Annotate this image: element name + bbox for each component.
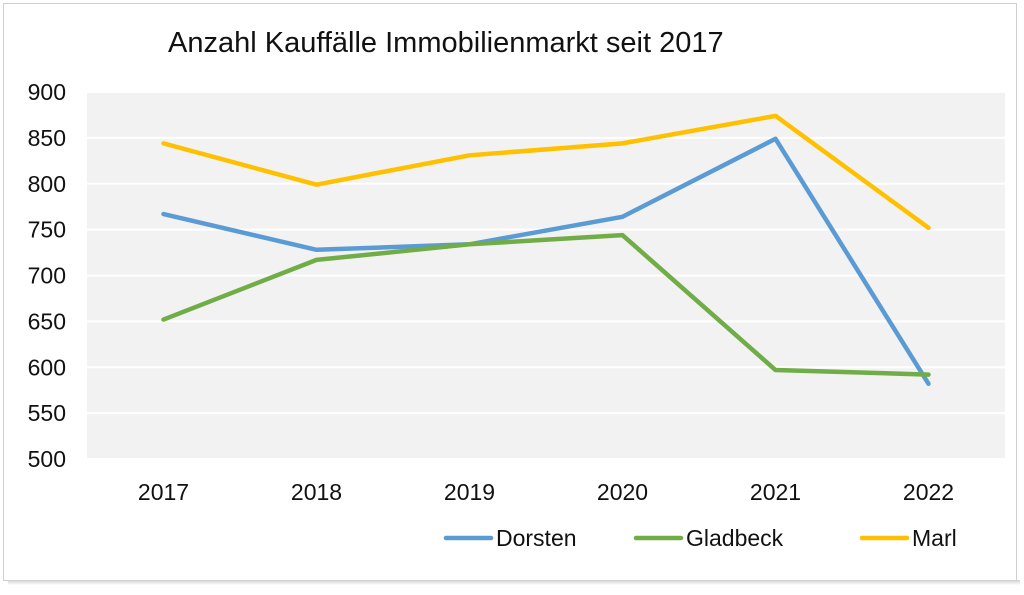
y-tick-label: 800 [28, 171, 66, 197]
y-tick-label: 850 [28, 125, 66, 151]
x-tick-label: 2018 [291, 479, 342, 505]
x-tick-label: 2021 [750, 479, 801, 505]
x-tick-label: 2020 [597, 479, 648, 505]
series-line-marl [161, 113, 931, 231]
x-axis-ticks: 2017 2018 2019 2020 2021 2022 [138, 479, 954, 505]
series-lines [161, 113, 931, 387]
y-tick-label: 600 [28, 354, 66, 380]
frame-shadow [8, 580, 1020, 585]
legend-label-dorsten: Dorsten [496, 525, 577, 551]
x-tick-label: 2022 [903, 479, 954, 505]
y-tick-label: 500 [28, 446, 66, 472]
x-tick-label: 2017 [138, 479, 189, 505]
y-tick-label: 900 [28, 79, 66, 105]
y-tick-label: 700 [28, 263, 66, 289]
chart-title: Anzahl Kauffälle Immobilienmarkt seit 20… [168, 27, 724, 59]
x-tick-label: 2019 [444, 479, 495, 505]
legend-label-gladbeck: Gladbeck [686, 525, 784, 551]
y-tick-label: 750 [28, 217, 66, 243]
legend: Dorsten Gladbeck Marl [443, 525, 957, 551]
y-axis-ticks: 900 850 800 750 700 650 600 550 500 [28, 79, 66, 472]
y-tick-label: 650 [28, 308, 66, 334]
legend-label-marl: Marl [912, 525, 957, 551]
y-tick-label: 550 [28, 400, 66, 426]
series-line-gladbeck [161, 232, 931, 377]
series-line-dorsten [161, 136, 931, 387]
